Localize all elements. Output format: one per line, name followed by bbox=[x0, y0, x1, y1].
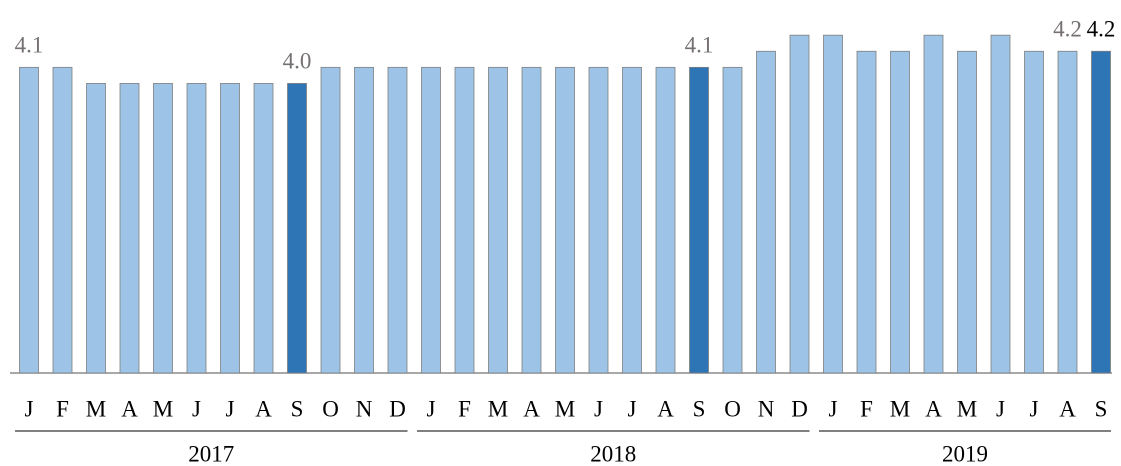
bar bbox=[1057, 50, 1078, 374]
bar bbox=[52, 66, 73, 374]
x-tick-label: S bbox=[693, 396, 706, 421]
x-tick-label: J bbox=[427, 396, 436, 421]
bar bbox=[990, 34, 1011, 374]
bar bbox=[655, 66, 676, 374]
value-label: 4.0 bbox=[283, 49, 312, 74]
value-label: 4.2 bbox=[1087, 17, 1116, 42]
bar bbox=[287, 83, 307, 374]
x-tick-label: S bbox=[291, 396, 304, 421]
x-tick-label: O bbox=[322, 396, 339, 421]
x-tick-label: S bbox=[1095, 396, 1108, 421]
x-tick-label: J bbox=[594, 396, 603, 421]
bar bbox=[890, 50, 910, 374]
x-tick-label: M bbox=[488, 396, 508, 421]
bar bbox=[957, 50, 977, 374]
bar bbox=[19, 66, 39, 374]
bar bbox=[387, 66, 408, 374]
x-tick-label: N bbox=[356, 396, 373, 421]
bar bbox=[86, 83, 106, 374]
x-tick-label: F bbox=[860, 396, 873, 421]
group-label: 2018 bbox=[590, 441, 636, 466]
x-tick-label: J bbox=[25, 396, 34, 421]
bar bbox=[1091, 50, 1111, 374]
bar bbox=[354, 66, 374, 374]
x-tick-label: O bbox=[724, 396, 741, 421]
x-tick-label: A bbox=[255, 396, 272, 421]
bar bbox=[521, 66, 542, 374]
bar bbox=[320, 66, 341, 374]
x-tick-label: D bbox=[791, 396, 808, 421]
x-tick-label: M bbox=[957, 396, 977, 421]
bar bbox=[588, 66, 609, 374]
x-tick-label: A bbox=[657, 396, 674, 421]
x-tick-label: J bbox=[628, 396, 637, 421]
x-tick-label: J bbox=[829, 396, 838, 421]
x-tick-label: A bbox=[121, 396, 138, 421]
x-tick-label: M bbox=[86, 396, 106, 421]
bar bbox=[1024, 50, 1044, 374]
x-tick-label: F bbox=[56, 396, 69, 421]
x-tick-label: A bbox=[523, 396, 540, 421]
x-tick-label: J bbox=[192, 396, 201, 421]
bar bbox=[186, 83, 207, 374]
bar bbox=[555, 66, 575, 374]
bar bbox=[789, 34, 810, 374]
bar bbox=[856, 50, 877, 374]
x-tick-label: N bbox=[758, 396, 775, 421]
bar bbox=[119, 83, 140, 374]
value-label: 4.1 bbox=[15, 33, 44, 58]
bar bbox=[220, 83, 240, 374]
x-tick-label: A bbox=[925, 396, 942, 421]
bar bbox=[722, 66, 743, 374]
x-tick-label: M bbox=[555, 396, 575, 421]
bar bbox=[153, 83, 173, 374]
bar bbox=[454, 66, 475, 374]
bar bbox=[622, 66, 642, 374]
x-tick-label: A bbox=[1059, 396, 1076, 421]
bar bbox=[421, 66, 441, 374]
group-label: 2019 bbox=[942, 441, 988, 466]
bar bbox=[488, 66, 508, 374]
group-label: 2017 bbox=[188, 441, 234, 466]
value-label: 4.2 bbox=[1053, 17, 1082, 42]
x-tick-label: J bbox=[1030, 396, 1039, 421]
bar bbox=[923, 34, 944, 374]
x-tick-label: M bbox=[890, 396, 910, 421]
bar bbox=[689, 66, 709, 374]
x-tick-label: M bbox=[153, 396, 173, 421]
x-tick-label: F bbox=[458, 396, 471, 421]
bar bbox=[253, 83, 274, 374]
value-label: 4.1 bbox=[685, 33, 714, 58]
x-tick-label: D bbox=[389, 396, 406, 421]
bar bbox=[756, 50, 776, 374]
x-tick-label: J bbox=[996, 396, 1005, 421]
bar bbox=[823, 34, 843, 374]
x-tick-label: J bbox=[226, 396, 235, 421]
